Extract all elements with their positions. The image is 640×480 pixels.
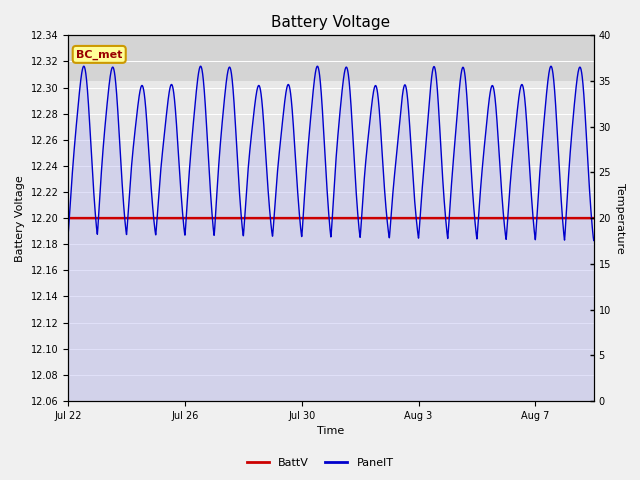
Text: BC_met: BC_met xyxy=(76,49,122,60)
Y-axis label: Temperature: Temperature xyxy=(615,183,625,253)
Y-axis label: Battery Voltage: Battery Voltage xyxy=(15,175,25,262)
Title: Battery Voltage: Battery Voltage xyxy=(271,15,390,30)
Legend: BattV, PanelT: BattV, PanelT xyxy=(242,453,398,472)
X-axis label: Time: Time xyxy=(317,426,344,436)
Bar xyxy=(68,36,594,81)
